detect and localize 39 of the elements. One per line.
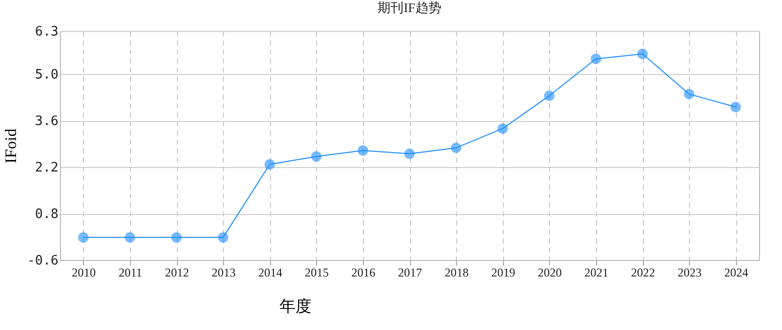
y-tick-label: 6.3 xyxy=(35,24,58,40)
point xyxy=(124,232,136,243)
point xyxy=(358,145,368,156)
x-tick-label: 2012 xyxy=(165,266,189,280)
point xyxy=(311,151,322,162)
y-axis-title: IFoid xyxy=(3,128,20,164)
x-tick-label: 2022 xyxy=(631,266,655,280)
x-tick-label: 2010 xyxy=(72,266,96,280)
point xyxy=(78,232,89,243)
x-tick-label: 2019 xyxy=(491,266,516,280)
chart-title: 期刊IF趋势 xyxy=(378,0,442,15)
y-tick-label: 0.8 xyxy=(35,207,58,222)
x-tick-label: 2011 xyxy=(118,266,142,280)
x-tick-label: 2023 xyxy=(678,266,702,280)
y-tick-label: 3.6 xyxy=(35,114,58,130)
x-tick-label: 2024 xyxy=(724,266,748,280)
point xyxy=(637,48,648,60)
y-tick-label: -0.6 xyxy=(27,254,58,268)
x-tick-label: 2014 xyxy=(258,266,282,280)
point xyxy=(264,159,275,170)
point xyxy=(497,123,508,134)
x-tick-label: 2018 xyxy=(444,266,469,280)
point xyxy=(730,102,741,112)
point xyxy=(684,88,694,100)
x-tick-label: 2017 xyxy=(398,266,422,280)
x-tick-label: 2013 xyxy=(212,266,236,280)
x-tick-label: 2021 xyxy=(584,266,608,280)
point xyxy=(218,232,228,243)
point xyxy=(404,148,415,160)
point xyxy=(544,90,555,101)
point xyxy=(450,142,462,154)
y-tick-label: 2.2 xyxy=(35,160,58,176)
point xyxy=(590,54,602,64)
x-tick-label: 2015 xyxy=(304,266,329,280)
x-tick-label: 2016 xyxy=(351,266,376,280)
x-tick-label: 2020 xyxy=(538,266,562,280)
y-tick-label: 5.0 xyxy=(35,68,58,83)
point xyxy=(171,232,182,243)
x-axis-title: 年度 xyxy=(280,298,312,316)
